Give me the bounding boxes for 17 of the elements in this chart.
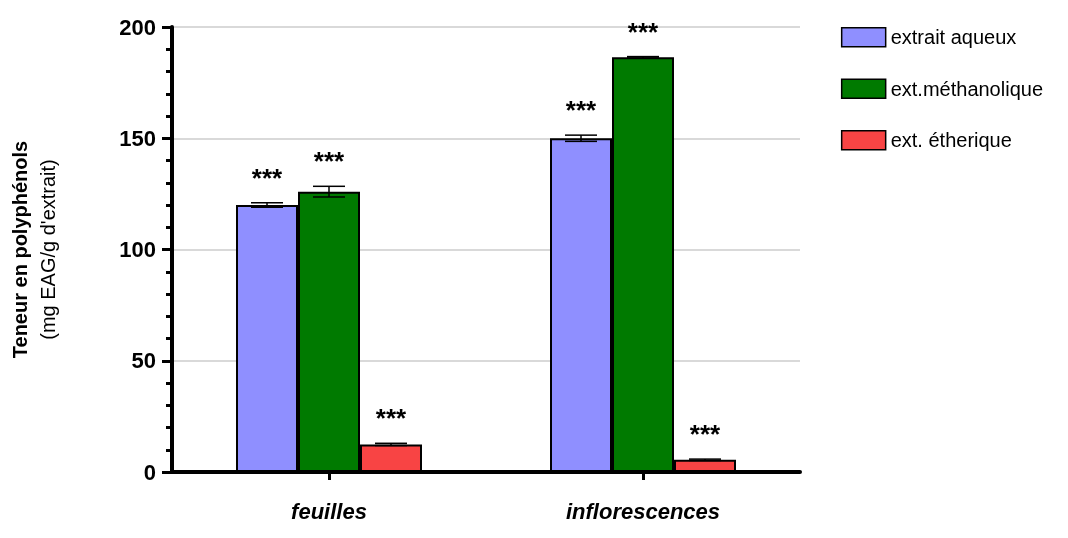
data-label: *** bbox=[313, 146, 346, 177]
y-tick-label: 0 bbox=[143, 459, 156, 485]
y-tick-label: 50 bbox=[131, 348, 156, 374]
y-tick-label: 200 bbox=[119, 14, 156, 40]
legend-label: extrait aqueux bbox=[890, 26, 1017, 49]
data-label: *** bbox=[689, 419, 722, 450]
data-label: *** bbox=[375, 403, 408, 434]
legend-label: ext. étherique bbox=[890, 129, 1012, 152]
y-tick-label: 150 bbox=[119, 125, 156, 151]
y-axis-title: Teneur en polyphénols (mg EAG/g d'extrait) bbox=[9, 140, 59, 359]
data-label: *** bbox=[565, 95, 598, 126]
data-label: *** bbox=[627, 16, 660, 47]
y-tick-label: 100 bbox=[119, 237, 156, 262]
x-tick-label: feuilles bbox=[291, 498, 367, 524]
legend-label: ext.méthanolique bbox=[890, 77, 1043, 100]
x-tick-label: inflorescences bbox=[565, 498, 721, 524]
data-label: *** bbox=[251, 162, 284, 193]
